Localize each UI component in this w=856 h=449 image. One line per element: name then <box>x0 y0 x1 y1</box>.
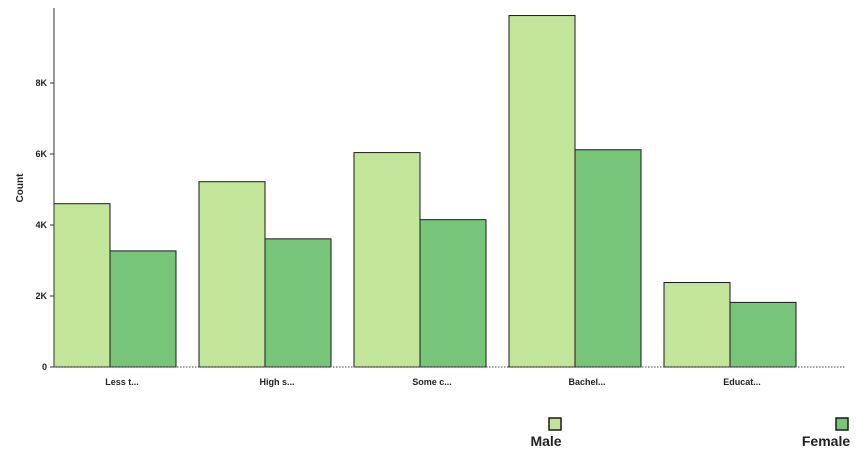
bar-female-some-c <box>419 219 487 368</box>
bar-male-educat <box>663 282 731 368</box>
x-category-label: Educat... <box>723 377 761 387</box>
legend-swatch-male <box>548 417 562 431</box>
y-ticks-group: 0 2K 4K 6K 8K <box>35 78 54 372</box>
bar-female-educat <box>729 301 797 368</box>
x-category-label: Bachel... <box>568 377 605 387</box>
category-labels-group: Less t... High s... Some c... Bachel... Educ… <box>105 377 761 387</box>
legend-label-female: Female <box>802 433 850 449</box>
legend-swatch-female <box>835 417 849 431</box>
y-axis-title: Count <box>15 173 26 203</box>
legend-label-male: Male <box>530 433 561 449</box>
x-category-label: Some c... <box>412 377 452 387</box>
y-tick-label: 0 <box>42 362 47 372</box>
y-tick-label: 2K <box>35 291 47 301</box>
bar-male-some-c <box>353 152 421 368</box>
legend: Male Female <box>530 417 850 449</box>
bars-group <box>0 0 797 368</box>
x-category-label: High s... <box>259 377 294 387</box>
plot-left-mask <box>0 0 54 368</box>
bar-male-high-s <box>198 181 266 368</box>
bar-female-high-s <box>264 238 332 368</box>
y-tick-label: 8K <box>35 78 47 88</box>
y-tick-label: 6K <box>35 149 47 159</box>
bar-male-bachel <box>508 15 576 368</box>
bar-female-less-t <box>109 250 177 368</box>
y-tick-label: 4K <box>35 220 47 230</box>
bar-male-less-t <box>43 203 111 368</box>
x-category-label: Less t... <box>105 377 139 387</box>
bar-female-bachel <box>574 149 642 368</box>
